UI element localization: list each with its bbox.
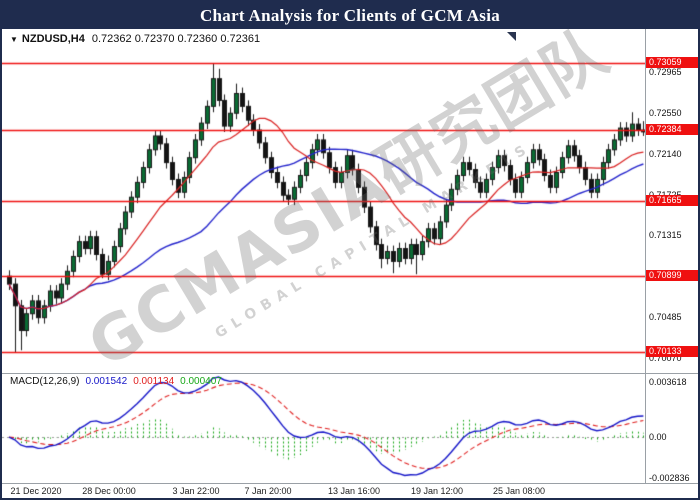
time-label: 28 Dec 00:00 [82, 486, 136, 496]
macd-axis-label: 0.003618 [649, 376, 687, 387]
macd-value-main: 0.001542 [85, 376, 128, 387]
price-tick-label: 0.72550 [649, 108, 682, 119]
macd-value-histogram: 0.000407 [180, 376, 222, 387]
symbol-label: NZDUSD,H4 [21, 33, 85, 45]
price-level-badge: 0.70133 [646, 345, 698, 357]
price-tick-label: 0.72140 [649, 148, 682, 159]
price-chart-pane[interactable]: GCMASIA研究团队 GLOBAL CAPITAL MARKETS ▼ NZDU… [2, 14, 698, 382]
time-label: 25 Jan 08:00 [492, 486, 546, 496]
candlestick-canvas[interactable] [2, 29, 646, 373]
price-tick-label: 0.72965 [649, 67, 682, 78]
price-tick-label: 0.70485 [649, 312, 682, 323]
time-label: 7 Jan 20:00 [244, 486, 292, 496]
price-level-badge: 0.72384 [646, 123, 698, 135]
price-level-badge: 0.73059 [646, 56, 698, 68]
macd-indicator-label: MACD(12,26,9) 0.001542 0.001134 0.000407 [10, 376, 228, 387]
title-bar: Chart Analysis for Clients of GCM Asia [2, 2, 698, 29]
time-label: 3 Jan 22:00 [172, 486, 220, 496]
macd-canvas[interactable] [2, 373, 646, 483]
price-tick-label: 0.71315 [649, 230, 682, 241]
time-axis[interactable]: 21 Dec 2020 28 Dec 00:00 3 Jan 22:00 7 Jan … [2, 483, 698, 498]
macd-name: MACD(12,26,9) [10, 376, 80, 387]
chart-shift-marker-icon[interactable] [507, 32, 516, 41]
price-level-badge: 0.71665 [646, 194, 698, 206]
time-label: 13 Jan 16:00 [327, 486, 381, 496]
time-label: 21 Dec 2020 [10, 486, 62, 496]
symbol-menu-icon[interactable]: ▼ [10, 35, 18, 44]
macd-pane[interactable] [2, 373, 698, 483]
macd-value-signal: 0.001134 [133, 376, 175, 387]
page-title: Chart Analysis for Clients of GCM Asia [199, 5, 501, 25]
price-axis[interactable]: 0.729650.725500.721400.717250.713150.704… [645, 29, 698, 483]
price-level-badge: 0.70899 [646, 270, 698, 282]
macd-axis-label: -0.002836 [649, 473, 690, 483]
price-tick-label: 0.70070 [649, 353, 682, 364]
time-label: 19 Jan 12:00 [410, 486, 464, 496]
ohlc-quote: 0.72362 0.72370 0.72360 0.72361 [91, 33, 261, 45]
pane-separator [2, 373, 698, 374]
macd-axis-label: 0.00 [649, 432, 667, 443]
symbol-info-bar: ▼ NZDUSD,H4 0.72362 0.72370 0.72360 0.7236… [10, 33, 260, 45]
